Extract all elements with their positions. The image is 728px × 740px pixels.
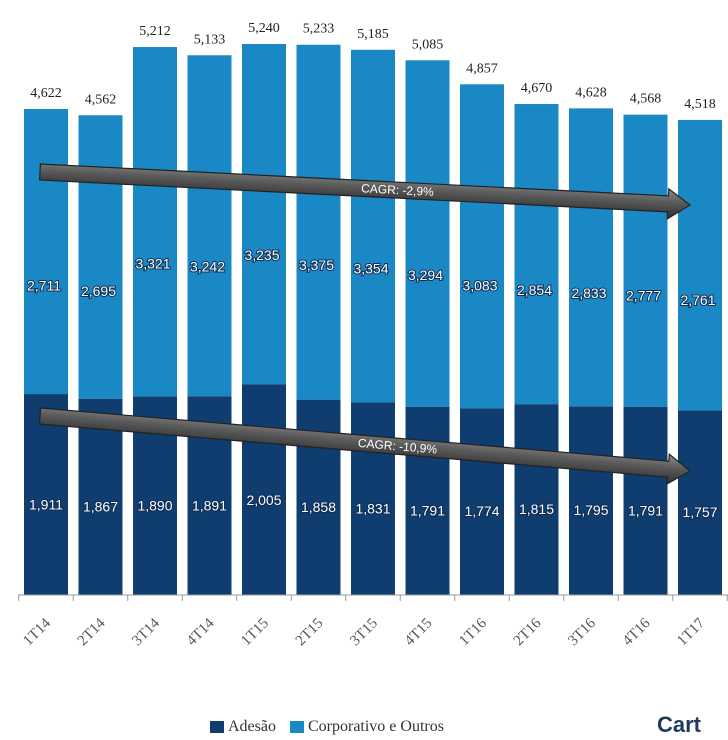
- value-label-corporativo: 3,294: [408, 267, 443, 283]
- value-label-corporativo: 2,777: [626, 288, 661, 304]
- labels-layer: 1,911 2,711 4,622 1,867 2,695 4,562 1,890 3,321…: [26, 21, 719, 521]
- bar-corporativo-2T15: [296, 44, 341, 400]
- cagr-arrow-corporativo-label: CAGR: -2,9%: [361, 181, 435, 199]
- total-label: 5,085: [412, 37, 444, 52]
- total-label: 5,133: [194, 32, 226, 47]
- value-label-adesao: 1,911: [29, 497, 63, 513]
- bar-adesao-3T16: [569, 406, 613, 595]
- bar-adesao-3T15: [351, 402, 395, 595]
- x-axis: 1T14 2T14 3T14 4T14 1T15 2T15 3T15 4T15 1T16 2T16…: [18, 594, 728, 649]
- bar-corporativo-1T15: [242, 44, 286, 385]
- value-label-adesao: 1,795: [573, 502, 608, 518]
- x-tick-label: 4T15: [402, 615, 436, 649]
- x-tick-label: 2T16: [511, 615, 545, 649]
- legend-swatch-adesao: [210, 721, 224, 733]
- total-label: 5,185: [357, 27, 389, 42]
- value-label-corporativo: 2,761: [680, 292, 715, 308]
- bars-layer: [24, 44, 722, 595]
- total-label: 4,568: [630, 92, 662, 107]
- x-tick-label: 1T17: [674, 615, 708, 649]
- value-label-adesao: 1,774: [464, 503, 499, 519]
- total-label: 4,670: [521, 81, 553, 96]
- value-label-adesao: 1,891: [192, 498, 227, 514]
- value-label-corporativo: 3,354: [353, 260, 388, 276]
- bar-corporativo-3T14: [133, 47, 177, 397]
- value-label-adesao: 2,005: [246, 492, 281, 508]
- legend-item-corporativo: Corporativo e Outros: [289, 718, 444, 736]
- legend-label-adesao: Adesão: [228, 718, 276, 735]
- total-label: 4,518: [684, 97, 716, 112]
- stacked-bar-chart: 1T14 2T14 3T14 4T14 1T15 2T15 3T15 4T15 1T16 2T16…: [18, 21, 728, 649]
- legend-item-adesao: Adesão: [210, 718, 276, 736]
- x-tick-label: 2T15: [293, 615, 327, 649]
- x-tick-label: 1T16: [456, 615, 490, 649]
- total-label: 5,240: [248, 21, 280, 36]
- bar-adesao-2T15: [296, 399, 341, 595]
- total-label: 4,628: [575, 85, 607, 100]
- bar-corporativo-1T17: [678, 119, 722, 411]
- value-label-corporativo: 2,695: [81, 283, 116, 299]
- value-label-adesao: 1,757: [682, 504, 717, 520]
- legend-swatch-corporativo: [289, 721, 304, 733]
- x-tick-label: 3T14: [129, 615, 163, 649]
- legend-label-corporativo: Corporativo e Outros: [307, 718, 444, 735]
- cagr-arrow-corporativo: CAGR: -2,9%: [38, 163, 692, 220]
- value-label-corporativo: 3,242: [190, 259, 225, 275]
- x-tick-label: 4T14: [184, 615, 218, 649]
- cagr-arrows-layer: CAGR: -2,9% CAGR: -10,9%: [38, 163, 692, 486]
- bar-corporativo-4T14: [187, 55, 232, 397]
- value-label-corporativo: 2,854: [517, 282, 552, 298]
- value-label-adesao: 1,815: [519, 501, 554, 517]
- value-label-corporativo: 3,083: [462, 277, 497, 293]
- value-label-adesao: 1,791: [410, 502, 445, 518]
- cagr-arrow-adesao-shape: [38, 407, 692, 486]
- bar-corporativo-4T15: [405, 60, 450, 407]
- bar-adesao-2T14: [78, 398, 123, 595]
- value-label-adesao: 1,890: [137, 498, 172, 514]
- x-tick-label: 1T14: [20, 615, 54, 649]
- bar-corporativo-1T14: [24, 108, 68, 395]
- value-label-corporativo: 3,321: [135, 256, 170, 272]
- x-tick-label: 3T15: [347, 615, 381, 649]
- bar-adesao-4T15: [405, 406, 450, 595]
- bar-corporativo-4T16: [623, 114, 668, 407]
- cut-off-title: Cart: [657, 712, 702, 737]
- bar-corporativo-2T16: [514, 104, 559, 405]
- bar-adesao-1T14: [24, 394, 68, 595]
- x-tick-label: 2T14: [75, 615, 109, 649]
- cagr-arrow-corporativo-shape: [38, 163, 692, 220]
- total-label: 4,622: [30, 86, 62, 101]
- bar-corporativo-3T16: [569, 108, 613, 407]
- bar-adesao-1T16: [460, 408, 504, 595]
- value-label-adesao: 1,858: [301, 499, 336, 515]
- bar-adesao-1T17: [678, 410, 722, 595]
- x-tick-label: 1T15: [238, 615, 272, 649]
- legend: Adesão Corporativo e Outros: [210, 718, 444, 736]
- value-label-corporativo: 2,711: [27, 278, 61, 294]
- x-tick-label: 3T16: [565, 615, 599, 649]
- value-label-corporativo: 2,833: [571, 285, 606, 301]
- bar-corporativo-1T16: [460, 84, 504, 409]
- bar-adesao-1T15: [242, 384, 286, 595]
- cagr-arrow-adesao: CAGR: -10,9%: [38, 407, 692, 486]
- value-label-adesao: 1,831: [355, 500, 390, 516]
- cagr-arrow-adesao-label: CAGR: -10,9%: [357, 436, 438, 457]
- x-tick-label: 4T16: [620, 615, 654, 649]
- value-label-adesao: 1,791: [628, 502, 663, 518]
- total-label: 4,562: [85, 92, 117, 107]
- bar-corporativo-2T14: [78, 115, 123, 399]
- total-label: 4,857: [466, 61, 498, 76]
- bar-adesao-2T16: [514, 404, 559, 595]
- value-label-adesao: 1,867: [83, 499, 118, 515]
- total-label: 5,212: [139, 24, 171, 39]
- value-label-corporativo: 3,375: [299, 257, 334, 273]
- total-label: 5,233: [303, 22, 335, 37]
- value-label-corporativo: 3,235: [244, 247, 279, 263]
- bar-adesao-4T16: [623, 406, 668, 595]
- bar-corporativo-3T15: [351, 49, 395, 403]
